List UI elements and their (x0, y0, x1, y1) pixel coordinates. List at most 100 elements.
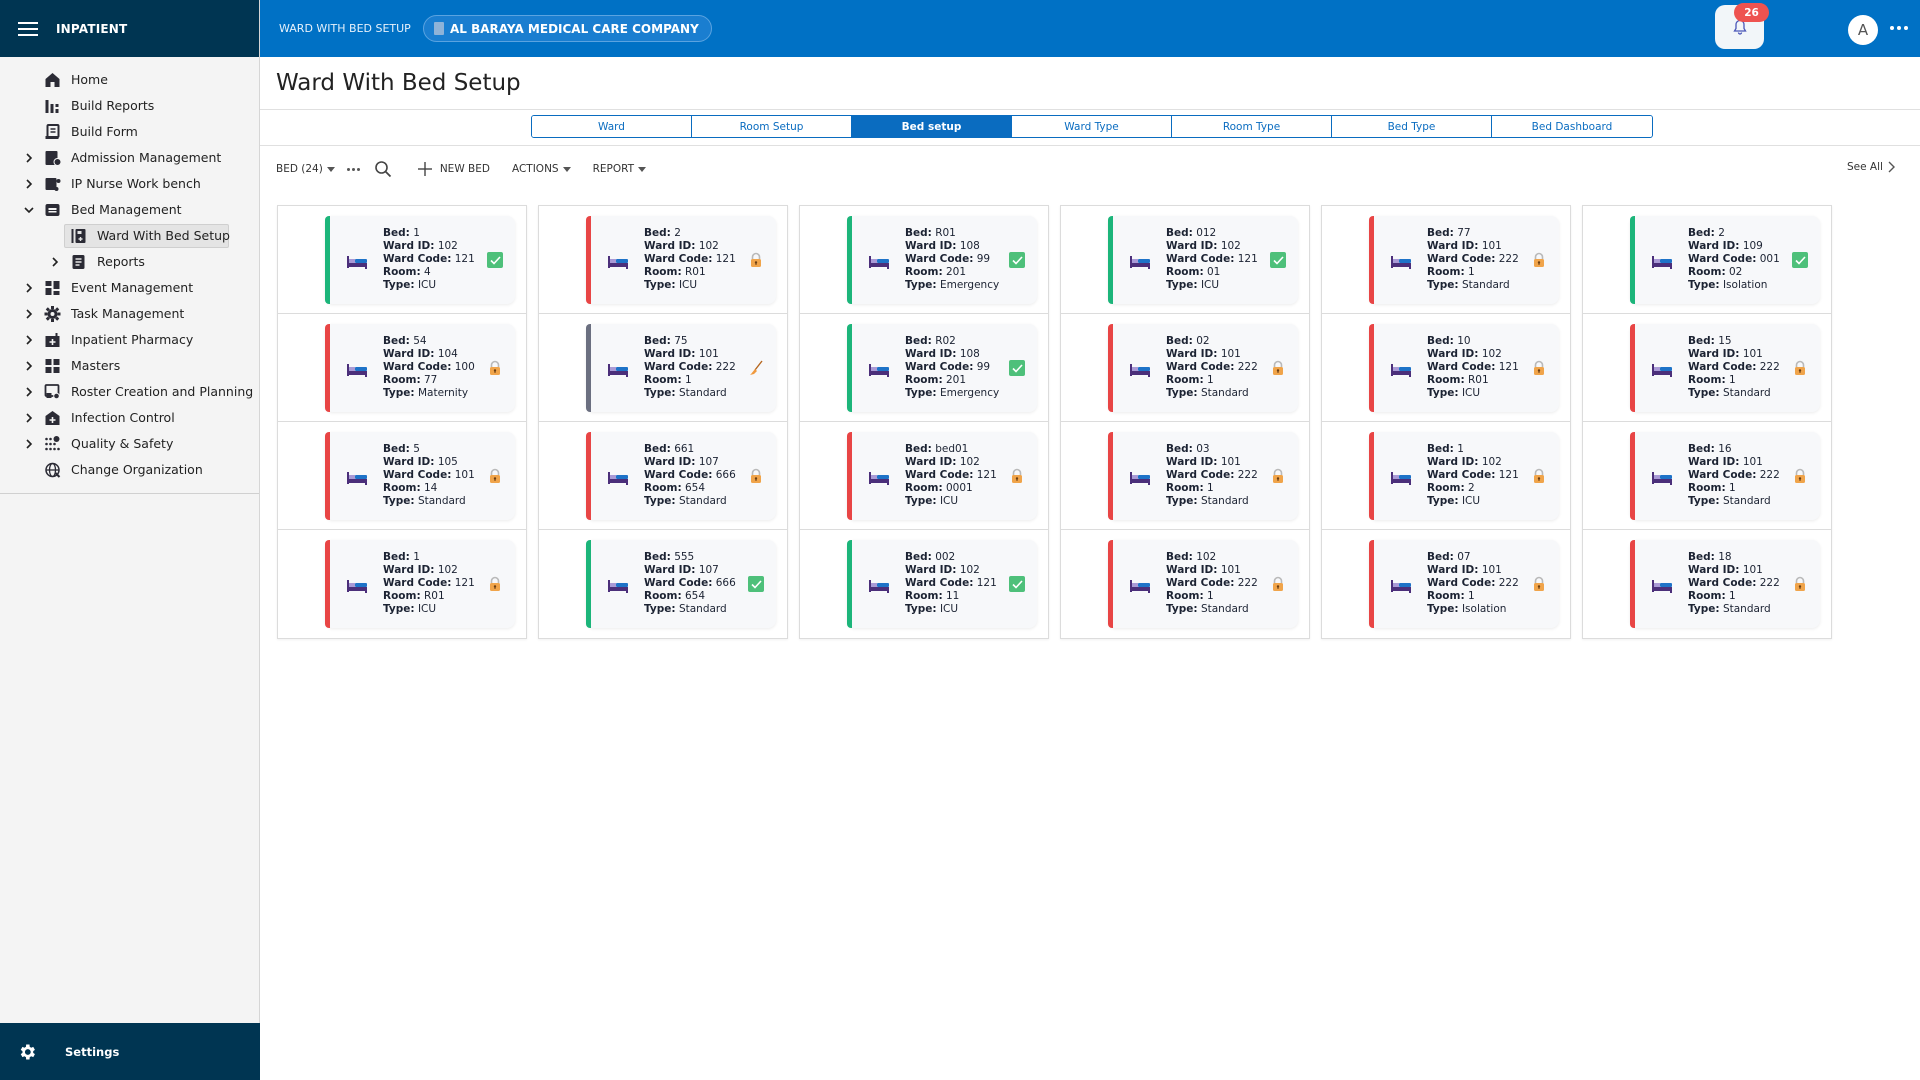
bed-column: Bed: 77 Ward ID: 101 Ward Code: 222 Room: 1… (1321, 205, 1571, 639)
chevron-right-icon[interactable] (48, 255, 62, 269)
bed-card[interactable]: Bed: 1 Ward ID: 102 Ward Code: 121 Room: R0… (325, 540, 515, 628)
sidebar-item-quality-safety[interactable]: Quality & Safety (0, 431, 259, 457)
ward-code-label: Ward Code: (905, 469, 974, 481)
sidebar-item-task-management[interactable]: Task Management (0, 301, 259, 327)
sidebar-item-infection-control[interactable]: Infection Control (0, 405, 259, 431)
type-value: ICU (417, 279, 437, 291)
see-all-link[interactable]: See All (1847, 161, 1895, 173)
chevron-right-icon[interactable] (22, 385, 36, 399)
tab-ward[interactable]: Ward (532, 116, 692, 137)
bed-details: Bed: 54 Ward ID: 104 Ward Code: 100 Room: 7… (383, 335, 475, 400)
user-avatar[interactable]: A (1848, 15, 1878, 45)
type-value: Standard (417, 495, 466, 507)
lock-icon (1273, 576, 1283, 591)
bed-card[interactable]: Bed: 54 Ward ID: 104 Ward Code: 100 Room: 7… (325, 324, 515, 412)
hamburger-menu-icon[interactable] (18, 21, 38, 36)
bed-view-dropdown[interactable]: BED (24) (276, 163, 335, 175)
chevron-right-icon[interactable] (22, 359, 36, 373)
sidebar-item-admission-management[interactable]: Admission Management (0, 145, 259, 171)
bed-card[interactable]: Bed: 10 Ward ID: 102 Ward Code: 121 Room: R… (1369, 324, 1559, 412)
bed-label: Bed: (1166, 551, 1193, 563)
type-value: ICU (939, 603, 959, 615)
bed-card[interactable]: Bed: 2 Ward ID: 109 Ward Code: 001 Room: 02… (1630, 216, 1820, 304)
ward-id-label: Ward ID: (1688, 456, 1740, 468)
bed-card[interactable]: Bed: 75 Ward ID: 101 Ward Code: 222 Room: 1… (586, 324, 776, 412)
sidebar-item-inpatient-pharmacy[interactable]: Inpatient Pharmacy (0, 327, 259, 353)
sidebar-item-build-form[interactable]: Build Form (0, 119, 259, 145)
bed-card[interactable]: Bed: 18 Ward ID: 101 Ward Code: 222 Room: 1… (1630, 540, 1820, 628)
sidebar-item-label: Quality & Safety (71, 436, 174, 451)
tab-ward-type[interactable]: Ward Type (1012, 116, 1172, 137)
tab-bed-dashboard[interactable]: Bed Dashboard (1492, 116, 1652, 137)
type-value: Emergency (939, 387, 1000, 399)
more-options-icon[interactable] (346, 167, 360, 171)
type-label: Type: (905, 603, 937, 615)
bed-card[interactable]: Bed: 661 Ward ID: 107 Ward Code: 666 Room: … (586, 432, 776, 520)
type-label: Type: (383, 603, 415, 615)
bed-card[interactable]: Bed: 2 Ward ID: 102 Ward Code: 121 Room: R0… (586, 216, 776, 304)
search-button[interactable] (374, 160, 392, 178)
chevron-right-icon[interactable] (22, 333, 36, 347)
tab-room-setup[interactable]: Room Setup (692, 116, 852, 137)
ward-code-value: 121 (1498, 361, 1519, 373)
bed-card[interactable]: Bed: 555 Ward ID: 107 Ward Code: 666 Room: … (586, 540, 776, 628)
bed-card[interactable]: Bed: R01 Ward ID: 108 Ward Code: 99 Room: 2… (847, 216, 1037, 304)
chevron-right-icon[interactable] (22, 437, 36, 451)
status-bar (1369, 432, 1374, 520)
organization-selector[interactable]: AL BARAYA MEDICAL CARE COMPANY (423, 15, 712, 42)
bed-card[interactable]: Bed: 102 Ward ID: 101 Ward Code: 222 Room: … (1108, 540, 1298, 628)
tab-bed-type[interactable]: Bed Type (1332, 116, 1492, 137)
bed-card[interactable]: Bed: bed01 Ward ID: 102 Ward Code: 121 Room… (847, 432, 1037, 520)
room-value: 1 (1468, 590, 1475, 602)
new-bed-button[interactable]: NEW BED (417, 162, 490, 176)
sidebar-item-change-organization[interactable]: Change Organization (0, 457, 259, 483)
chevron-right-icon[interactable] (22, 177, 36, 191)
bed-details: Bed: R01 Ward ID: 108 Ward Code: 99 Room: 2… (905, 227, 999, 292)
bed-card[interactable]: Bed: 77 Ward ID: 101 Ward Code: 222 Room: 1… (1369, 216, 1559, 304)
ward-code-label: Ward Code: (1688, 253, 1757, 265)
bed-card[interactable]: Bed: 02 Ward ID: 101 Ward Code: 222 Room: 1… (1108, 324, 1298, 412)
bed-card[interactable]: Bed: 012 Ward ID: 102 Ward Code: 121 Room: … (1108, 216, 1298, 304)
bed-card[interactable]: Bed: 16 Ward ID: 101 Ward Code: 222 Room: 1… (1630, 432, 1820, 520)
tab-bed-setup[interactable]: Bed setup (852, 116, 1012, 137)
chevron-right-icon[interactable] (22, 151, 36, 165)
actions-dropdown[interactable]: ACTIONS (512, 163, 571, 175)
chevron-right-icon[interactable] (22, 281, 36, 295)
bed-icon (869, 580, 889, 593)
more-options-icon[interactable] (1890, 26, 1908, 30)
sidebar-item-bed-management[interactable]: Bed Management (0, 197, 259, 223)
chevron-right-icon[interactable] (22, 307, 36, 321)
sidebar-item-build-reports[interactable]: Build Reports (0, 93, 259, 119)
bed-card[interactable]: Bed: 03 Ward ID: 101 Ward Code: 222 Room: 1… (1108, 432, 1298, 520)
room-value: 1 (1207, 590, 1214, 602)
setup-tabs: Ward Room Setup Bed setup Ward Type Room Typ… (531, 115, 1653, 138)
report-dropdown[interactable]: REPORT (593, 163, 647, 175)
sidebar-item-reports[interactable]: Reports (0, 249, 259, 275)
sidebar-item-home[interactable]: Home (0, 67, 259, 93)
sidebar-item-ward-with-bed-setup[interactable]: Ward With Bed Setup (0, 223, 259, 249)
bed-card[interactable]: Bed: R02 Ward ID: 108 Ward Code: 99 Room: 2… (847, 324, 1037, 412)
chevron-right-icon[interactable] (22, 411, 36, 425)
ward-id-label: Ward ID: (1166, 348, 1218, 360)
sidebar-item-roster-creation-and-planning[interactable]: Roster Creation and Planning (0, 379, 259, 405)
sidebar-item-event-management[interactable]: Event Management (0, 275, 259, 301)
bed-cell: Bed: bed01 Ward ID: 102 Ward Code: 121 Room… (800, 422, 1048, 530)
available-check-icon (1792, 252, 1808, 268)
bed-card[interactable]: Bed: 5 Ward ID: 105 Ward Code: 101 Room: 14… (325, 432, 515, 520)
bed-card[interactable]: Bed: 002 Ward ID: 102 Ward Code: 121 Room: … (847, 540, 1037, 628)
infection-icon (45, 411, 60, 425)
room-label: Room: (1427, 590, 1465, 602)
bed-card[interactable]: Bed: 15 Ward ID: 101 Ward Code: 222 Room: 1… (1630, 324, 1820, 412)
chevron-down-icon[interactable] (22, 203, 36, 217)
tab-room-type[interactable]: Room Type (1172, 116, 1332, 137)
sidebar-item-masters[interactable]: Masters (0, 353, 259, 379)
bed-cell: Bed: R02 Ward ID: 108 Ward Code: 99 Room: 2… (800, 314, 1048, 422)
sidebar-item-ip-nurse-work-bench[interactable]: IP Nurse Work bench (0, 171, 259, 197)
bed-number: 5 (413, 443, 420, 455)
bed-number: R02 (935, 335, 956, 347)
bed-details: Bed: 18 Ward ID: 101 Ward Code: 222 Room: 1… (1688, 551, 1780, 616)
bed-card[interactable]: Bed: 07 Ward ID: 101 Ward Code: 222 Room: 1… (1369, 540, 1559, 628)
settings-button[interactable]: Settings (0, 1023, 260, 1080)
